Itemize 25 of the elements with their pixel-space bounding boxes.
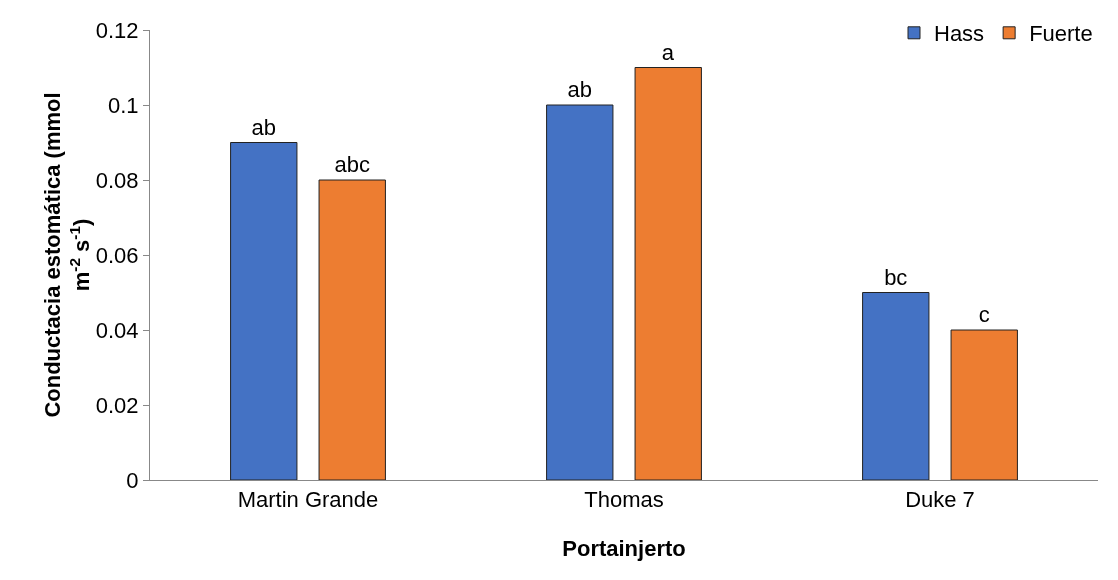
- bar: [950, 329, 1018, 480]
- bar: [318, 179, 386, 480]
- legend-label: Hass: [934, 21, 985, 47]
- y-tick-label: 0.12: [95, 17, 139, 43]
- x-tick-label: Thomas: [584, 487, 664, 513]
- legend-label: Fuerte: [1029, 21, 1093, 47]
- x-tick-label: Martin Grande: [237, 487, 379, 513]
- data-label: ab: [251, 114, 276, 140]
- bar: [634, 67, 702, 480]
- data-label: bc: [884, 264, 908, 290]
- bar: [546, 104, 614, 480]
- x-tick-label: Duke 7: [905, 487, 975, 513]
- y-tick-label: 0.08: [95, 167, 139, 193]
- data-label: ab: [567, 77, 592, 102]
- y-tick-label: 0: [126, 467, 139, 493]
- y-tick-label: 0.04: [95, 317, 139, 343]
- y-tick-label: 0.1: [108, 92, 139, 118]
- data-label: abc: [334, 152, 370, 177]
- x-axis-title: Portainjerto: [562, 536, 686, 561]
- y-tick-label: 0.02: [95, 392, 139, 418]
- y-tick-label: 0.06: [95, 242, 139, 268]
- data-label: c: [978, 302, 990, 327]
- bar: [230, 142, 298, 480]
- bar: [862, 292, 930, 480]
- data-label: a: [661, 39, 675, 65]
